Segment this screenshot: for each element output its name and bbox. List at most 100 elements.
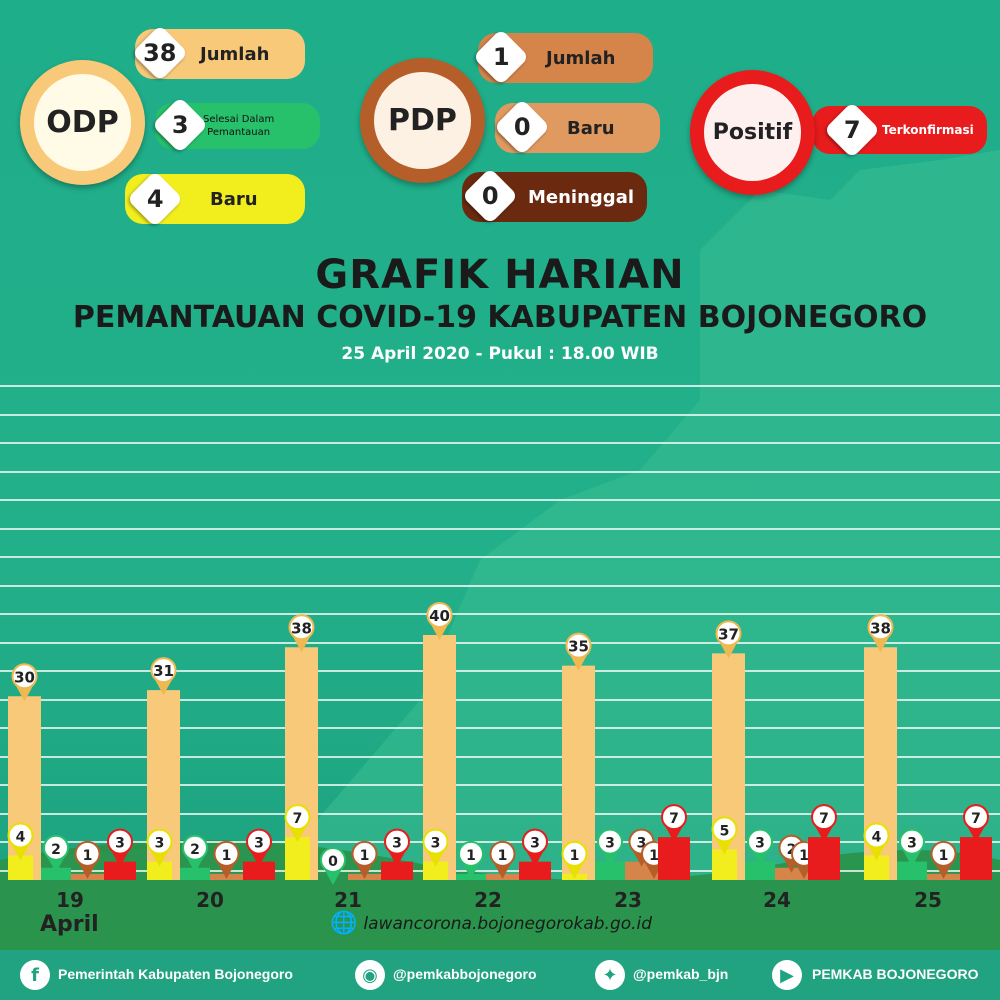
youtube-icon[interactable]: ▶ [772,960,802,990]
gridline [0,556,1000,558]
data-label-bubble [74,840,101,867]
gridline [0,584,1000,587]
x-tick-label: 25 [914,888,942,912]
data-label: 1 [222,848,232,864]
data-label: 2 [190,842,200,858]
data-label: 2 [51,842,61,858]
x-tick-label: 22 [474,888,502,912]
odp-selesai-label-2: Pemantauan [207,127,271,138]
data-label: 2 [787,842,797,858]
data-label-bubble [426,602,453,628]
data-label-bubble [899,828,925,855]
data-label: 4 [872,830,882,846]
footer-bar [0,950,1000,1000]
odp-selesai-label-1: Selesai Dalam [203,114,275,125]
data-label: 1 [360,848,370,864]
data-label-bubble [863,822,890,849]
x-tick-label: 24 [763,888,791,912]
data-label-bubble [288,614,315,641]
data-label-bubble [930,840,957,867]
globe-icon: 🌐 [330,911,358,936]
data-label: 38 [870,619,891,637]
facebook-icon[interactable]: f [20,960,50,990]
data-label-bubble [522,828,548,855]
data-label-bubble [320,847,346,873]
gridline [0,499,1000,501]
data-label: 1 [799,848,809,864]
data-label-bubble [11,663,38,690]
gridline [0,470,1000,473]
data-label-bubble [711,816,738,843]
data-label-bubble [867,614,894,641]
data-label-bubble [661,804,687,831]
title-sub: PEMANTAUAN COVID-19 KABUPATEN BOJONEGORO [72,300,928,335]
data-label-bubble [597,828,623,855]
data-label: 40 [429,607,450,625]
pdp-label: PDP [388,103,457,138]
data-label: 1 [498,848,508,864]
data-label-bubble [963,804,989,831]
data-label: 3 [755,836,765,852]
x-tick-label: 20 [196,888,224,912]
data-label-bubble [351,840,378,867]
gridline [0,527,1000,530]
data-label: 1 [570,848,580,864]
bar-positif [381,861,413,880]
data-label-bubble [150,657,177,684]
data-label-bubble [384,828,410,855]
instagram-text[interactable]: @pemkabbojonegoro [393,966,537,982]
bar-odp-selesai-dalam-pemantauan [41,867,71,880]
data-label: 3 [155,836,165,852]
data-label: 7 [819,811,829,827]
data-label: 31 [153,662,174,680]
data-label: 7 [971,811,981,827]
gridline [0,413,1000,416]
bar-positif [519,861,551,880]
data-label-bubble [182,834,208,861]
bar-positif [243,861,275,880]
gridline [0,670,1000,672]
bar-odp-selesai-dalam-pemantauan [180,867,210,880]
data-label: 3 [530,836,540,852]
bar-odp-baru [147,861,172,880]
data-label: 1 [466,848,476,864]
bar-positif [808,837,840,880]
data-label-bubble [561,840,588,867]
positif-label: Positif [712,120,793,145]
facebook-text[interactable]: Pemerintah Kabupaten Bojonegoro [58,966,293,982]
data-label: 0 [328,854,338,870]
bar-odp-baru [285,837,310,880]
positif-value-label: Terkonfirmasi [882,123,974,137]
website-link[interactable]: 🌐 lawancorona.bojonegorokab.go.id [330,911,652,936]
instagram-icon[interactable]: ◉ [355,960,385,990]
x-tick-label: 23 [614,888,642,912]
data-label-bubble [747,828,773,855]
gridline [0,727,1000,729]
twitter-icon[interactable]: ✦ [595,960,625,990]
data-label-bubble [146,828,173,855]
x-tick-label: 19 [56,888,84,912]
bar-positif [960,837,992,880]
pdp-jumlah-label: Jumlah [546,47,616,69]
positif-circle: Positif [690,70,815,195]
data-label: 3 [115,836,125,852]
bar-odp-baru [423,861,448,880]
bar-odp-selesai-dalam-pemantauan [897,861,927,880]
pdp-baru-label: Baru [567,117,615,139]
data-label-bubble [284,804,311,831]
data-label-bubble [715,620,742,647]
gridline [0,613,1000,615]
x-tick-label: 21 [334,888,362,912]
data-label: 5 [720,823,730,839]
twitter-text[interactable]: @pemkab_bjn [633,966,729,982]
data-label: 35 [568,638,589,656]
youtube-text[interactable]: PEMKAB BOJONEGORO [812,966,979,982]
bar-positif [104,861,136,880]
data-label-bubble [565,632,592,659]
data-label: 1 [83,848,93,864]
odp-baru-label: Baru [210,188,258,210]
gridline [0,698,1000,701]
month-label: April [40,912,99,937]
data-label: 7 [293,811,303,827]
